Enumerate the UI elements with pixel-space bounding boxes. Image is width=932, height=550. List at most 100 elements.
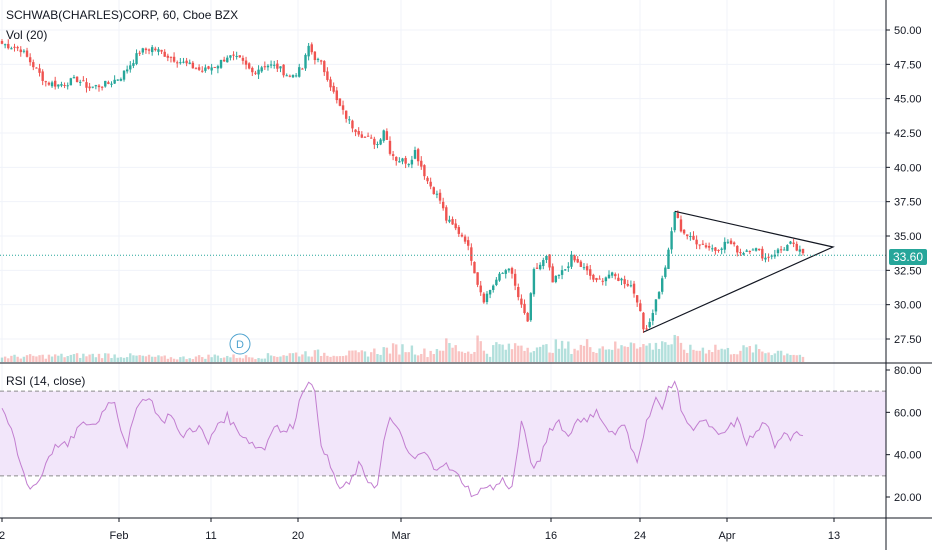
candle-body bbox=[160, 49, 163, 52]
candle-body bbox=[645, 328, 648, 330]
volume-bar bbox=[451, 347, 454, 362]
volume-bar bbox=[529, 352, 532, 362]
candle-body bbox=[448, 219, 451, 222]
volume-bar bbox=[767, 352, 770, 362]
volume-bar bbox=[22, 356, 26, 362]
candle-body bbox=[723, 241, 726, 250]
volume-bar bbox=[610, 349, 614, 362]
price-tick-label: 42.50 bbox=[894, 128, 922, 140]
volume-bar bbox=[238, 357, 241, 362]
volume-bar bbox=[266, 353, 270, 362]
candle-body bbox=[35, 67, 38, 69]
volume-bar bbox=[513, 343, 517, 362]
candle-body bbox=[91, 86, 94, 88]
candle-body bbox=[714, 247, 717, 251]
last-price-tag: 33.60 bbox=[889, 249, 928, 265]
volume-bar bbox=[682, 349, 686, 362]
volume-bar bbox=[370, 352, 373, 362]
candle-body bbox=[801, 248, 805, 254]
volume-bar bbox=[423, 348, 426, 362]
candle-body bbox=[770, 255, 773, 257]
candle-body bbox=[197, 67, 201, 70]
volume-bar bbox=[191, 359, 195, 362]
price-tick-label: 35.00 bbox=[894, 231, 922, 243]
volume-bar bbox=[251, 357, 254, 362]
volume-bar bbox=[226, 355, 229, 362]
volume-indicator-label: Vol (20) bbox=[6, 28, 48, 42]
volume-bar bbox=[25, 355, 29, 362]
volume-bar bbox=[642, 344, 645, 362]
volume-bar bbox=[639, 347, 642, 362]
rsi-pane bbox=[0, 380, 886, 498]
candle-body bbox=[501, 272, 504, 274]
candle-body bbox=[729, 240, 733, 244]
volume-bar bbox=[94, 357, 98, 362]
volume-bar bbox=[357, 352, 360, 362]
candle-body bbox=[429, 181, 432, 187]
candle-body bbox=[635, 295, 639, 303]
volume-bar bbox=[100, 358, 104, 362]
candle-body bbox=[673, 211, 676, 231]
volume-bar bbox=[795, 355, 798, 362]
volume-bar bbox=[604, 349, 608, 362]
candle-body bbox=[789, 241, 792, 244]
volume-bar bbox=[407, 352, 410, 362]
volume-bar bbox=[426, 357, 429, 362]
candle-body bbox=[3, 44, 7, 46]
dividend-marker[interactable]: D bbox=[229, 333, 251, 355]
candle-body bbox=[260, 67, 263, 72]
volume-bar bbox=[645, 345, 648, 362]
volume-bar bbox=[714, 344, 717, 362]
volume-bar bbox=[119, 357, 123, 362]
volume-bar bbox=[382, 347, 385, 362]
candle-body bbox=[94, 85, 98, 87]
volume-bar bbox=[545, 344, 548, 362]
volume-bar bbox=[432, 354, 435, 362]
candle-body bbox=[642, 312, 645, 330]
volume-bar bbox=[789, 354, 792, 362]
candle-body bbox=[229, 55, 232, 58]
volume-bar bbox=[141, 355, 145, 362]
candle-body bbox=[626, 283, 629, 286]
volume-bar bbox=[470, 353, 473, 362]
volume-bar bbox=[13, 354, 16, 362]
candle-body bbox=[122, 70, 126, 80]
volume-bar bbox=[351, 350, 354, 362]
volume-bar bbox=[476, 335, 479, 362]
candle-body bbox=[582, 267, 586, 269]
volume-bar bbox=[635, 348, 639, 362]
volume-bar bbox=[335, 356, 338, 362]
volume-bar bbox=[222, 357, 226, 362]
volume-bar bbox=[485, 353, 489, 362]
volume-bar bbox=[395, 344, 398, 362]
candle-body bbox=[510, 268, 514, 274]
volume-bar bbox=[169, 357, 173, 362]
candle-body bbox=[53, 80, 57, 87]
volume-bar bbox=[379, 354, 382, 362]
candle-body bbox=[401, 158, 404, 162]
volume-bar bbox=[3, 356, 7, 362]
volume-bar bbox=[463, 352, 467, 362]
volume-bar bbox=[745, 347, 748, 362]
time-tick-label: 16 bbox=[545, 530, 557, 542]
volume-bar bbox=[698, 350, 701, 362]
candle-body bbox=[523, 303, 526, 314]
volume-bar bbox=[88, 354, 91, 362]
candle-body bbox=[720, 248, 723, 250]
candle-body bbox=[19, 49, 22, 53]
volume-bar bbox=[538, 346, 542, 362]
volume-bar bbox=[273, 356, 276, 362]
volume-bar bbox=[557, 348, 561, 362]
candle-body bbox=[701, 243, 705, 245]
candle-body bbox=[595, 277, 598, 281]
candle-body bbox=[495, 279, 498, 285]
volume-bar bbox=[523, 350, 526, 362]
volume-bar bbox=[620, 345, 623, 362]
volume-bar bbox=[366, 356, 370, 362]
volume-bar bbox=[504, 349, 507, 362]
candle-body bbox=[657, 292, 661, 299]
candle-body bbox=[207, 66, 210, 69]
candle-body bbox=[767, 256, 770, 258]
volume-bar bbox=[482, 350, 486, 362]
